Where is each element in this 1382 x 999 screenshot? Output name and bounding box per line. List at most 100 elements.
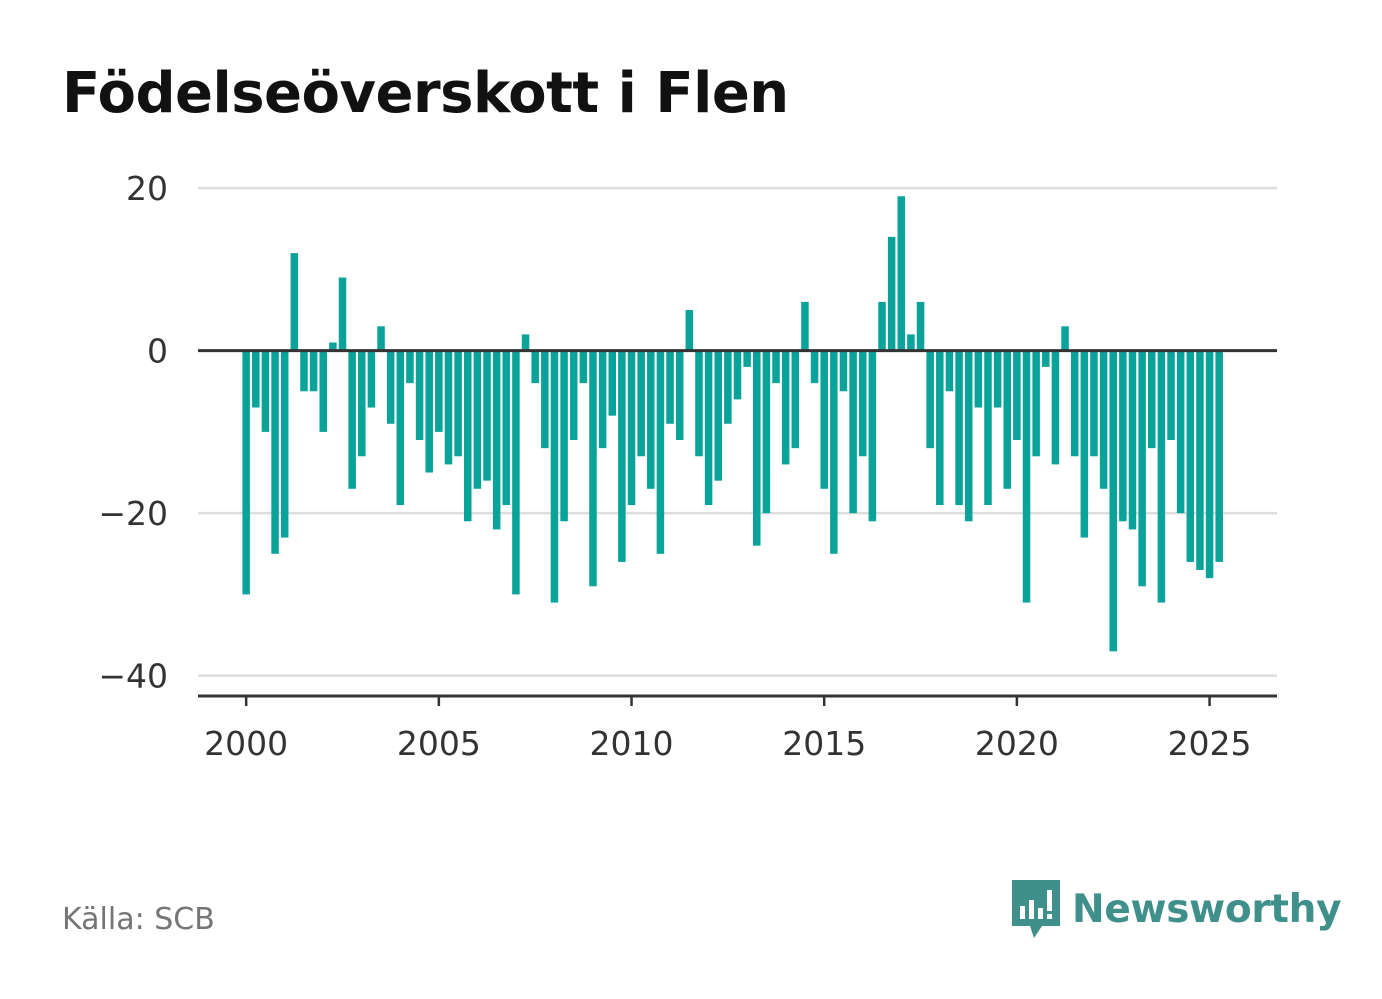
bar — [1186, 350, 1195, 562]
axes — [198, 349, 1277, 706]
bar — [598, 350, 607, 449]
bar — [1176, 350, 1185, 514]
bar — [772, 350, 780, 384]
bar — [820, 350, 828, 489]
bar — [502, 350, 511, 506]
y-tick-label: 0 — [147, 332, 168, 371]
bar — [1080, 350, 1089, 538]
bar — [916, 301, 925, 351]
x-tick-label: 2000 — [204, 724, 288, 763]
bar — [810, 350, 819, 384]
bar — [695, 350, 703, 457]
bar — [1119, 350, 1127, 522]
bar — [396, 350, 405, 506]
bar — [1013, 350, 1021, 441]
bar — [541, 350, 549, 449]
bar — [830, 350, 838, 554]
bar — [984, 350, 992, 506]
bar — [521, 334, 530, 351]
bar — [280, 350, 289, 538]
newsworthy-logo-icon — [1012, 880, 1060, 938]
bar — [618, 350, 626, 562]
bar — [993, 350, 1002, 408]
bar — [454, 350, 462, 457]
y-tick-label: −40 — [98, 657, 168, 696]
bar — [1157, 350, 1166, 603]
x-tick-label: 2015 — [782, 724, 866, 763]
y-tick-label: −20 — [98, 494, 168, 533]
bar — [463, 350, 472, 522]
bars — [242, 196, 1223, 652]
bar — [849, 350, 857, 514]
bar — [415, 350, 424, 441]
bar-chart: 20 0 −20 −40 2000 2005 2010 2015 2020 2025 — [98, 169, 1277, 763]
chart-title: Födelseöverskott i Flen — [62, 61, 789, 126]
bar — [1032, 350, 1040, 457]
bar — [252, 350, 260, 408]
tick-labels: 20 0 −20 −40 2000 2005 2010 2015 2020 2025 — [98, 169, 1251, 763]
bar — [425, 350, 433, 473]
bar — [1051, 350, 1060, 465]
bar — [733, 350, 742, 400]
bar — [569, 350, 578, 441]
bar — [377, 326, 385, 351]
bar — [242, 350, 250, 595]
bar — [868, 350, 877, 522]
bar — [714, 350, 722, 481]
bar — [839, 350, 848, 392]
bar — [329, 342, 337, 351]
bar — [627, 350, 636, 506]
bar — [858, 350, 867, 457]
bar — [675, 350, 684, 441]
bar — [743, 350, 751, 367]
bar — [656, 350, 665, 554]
bar — [1061, 326, 1069, 351]
bar — [801, 301, 809, 351]
bar — [1148, 350, 1156, 449]
source-note: Källa: SCB — [62, 902, 215, 937]
bar — [1022, 350, 1031, 603]
gridlines — [198, 186, 1277, 677]
bar — [878, 301, 886, 351]
bar — [926, 350, 934, 449]
x-tick-label: 2020 — [975, 724, 1059, 763]
bar — [791, 350, 800, 449]
bar — [936, 350, 944, 506]
bar — [300, 350, 308, 392]
bar — [608, 350, 617, 416]
bar — [666, 350, 674, 424]
bar — [492, 350, 501, 530]
bar — [579, 350, 588, 384]
bar — [1138, 350, 1146, 587]
bar — [271, 350, 279, 554]
bar — [406, 350, 414, 384]
x-tick-label: 2005 — [397, 724, 481, 763]
bar — [907, 334, 915, 351]
bar — [309, 350, 318, 392]
brand-name: Newsworthy — [1072, 886, 1342, 932]
bar — [1215, 350, 1223, 562]
bar — [1196, 350, 1204, 571]
bar — [512, 350, 520, 595]
bar — [974, 350, 983, 408]
bar — [358, 350, 366, 457]
bar — [550, 350, 559, 603]
y-tick-label: 20 — [126, 169, 168, 208]
brand-logo[interactable]: Newsworthy — [1010, 878, 1342, 940]
bar — [637, 350, 645, 457]
bar — [685, 310, 694, 351]
bar — [1205, 350, 1214, 579]
bar — [1099, 350, 1108, 489]
bar — [483, 350, 491, 481]
bar — [887, 236, 896, 351]
bar — [444, 350, 453, 465]
bar — [435, 350, 443, 432]
bar — [386, 350, 395, 424]
bar — [560, 350, 568, 522]
bar — [290, 253, 299, 351]
bar — [1003, 350, 1012, 489]
bar — [945, 350, 954, 392]
bar — [647, 350, 655, 489]
bar — [589, 350, 597, 587]
bar — [531, 350, 539, 384]
